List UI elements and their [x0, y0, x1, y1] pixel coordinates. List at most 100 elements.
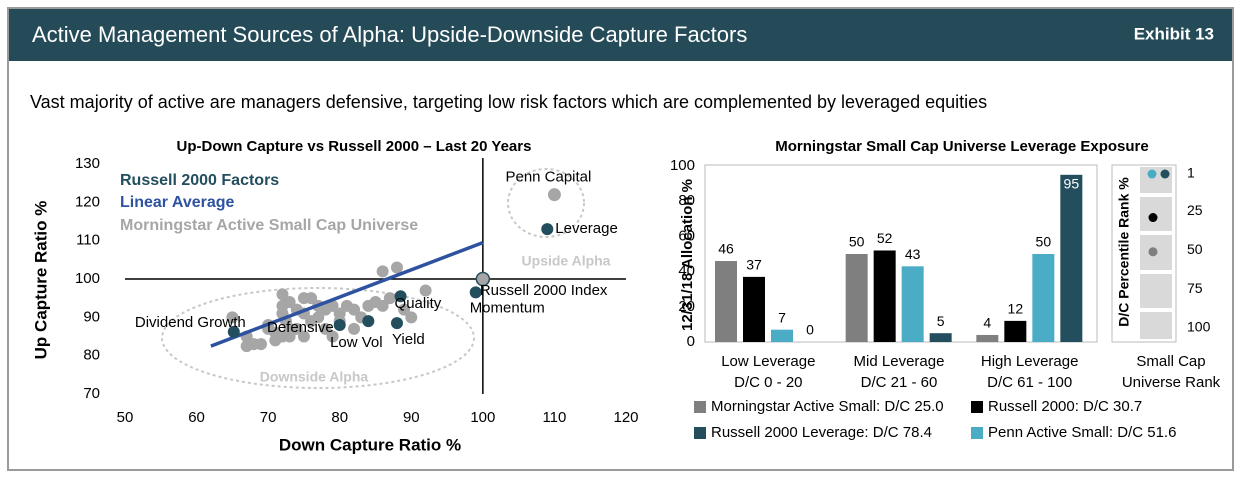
universe-point: [326, 330, 339, 343]
value-label: 4: [983, 315, 991, 331]
y-tick-label: 100: [670, 157, 695, 174]
universe-point: [348, 322, 361, 335]
value-label: 0: [806, 322, 814, 338]
linear-average: [210, 240, 484, 348]
rank-dot: [1148, 213, 1158, 223]
header-title: Active Management Sources of Alpha: Upsi…: [32, 22, 747, 47]
universe-point: [305, 292, 318, 305]
value-label: 50: [1036, 234, 1052, 250]
annotation: Upside Alpha: [522, 253, 611, 269]
factor-point: [362, 315, 375, 328]
universe-point: [376, 299, 389, 312]
y-tick-label: 60: [678, 227, 695, 244]
x-tick-label: 90: [403, 409, 420, 426]
y-tick-label: 50: [1187, 241, 1203, 257]
x-tick-label: 60: [188, 409, 205, 426]
factor-point: [333, 319, 346, 331]
x-axis-label: Universe Rank: [1122, 374, 1221, 391]
x-tick-label: D/C 21 - 60: [861, 374, 938, 391]
bar: [743, 276, 765, 342]
y-tick-label: 70: [83, 385, 100, 402]
y-tick-label: 25: [1187, 202, 1203, 218]
upside-ellipse: [507, 168, 585, 238]
universe-point: [398, 303, 411, 316]
bar: [771, 329, 793, 342]
legend-entry: Russell 2000 Factors: [120, 172, 279, 189]
x-tick-label: 50: [117, 409, 134, 426]
rank-dot: [1147, 169, 1157, 179]
universe-point: [405, 311, 418, 324]
y-tick-label: 120: [75, 193, 100, 210]
header-bar: [9, 9, 1232, 61]
subtitle: Vast majority of active are managers def…: [30, 92, 987, 112]
universe-point: [297, 330, 310, 343]
chart-title: Morningstar Small Cap Universe Leverage …: [775, 138, 1148, 155]
x-axis-label: Small Cap: [1136, 353, 1205, 370]
universe-point: [383, 292, 396, 305]
universe-point: [390, 261, 403, 274]
factor-point: [469, 286, 482, 299]
universe-point: [419, 284, 432, 297]
y-axis-label: Up Capture Ratio %: [31, 201, 50, 360]
chart-title: Up-Down Capture vs Russell 2000 – Last 2…: [177, 138, 532, 155]
bar: [1032, 254, 1055, 342]
factor-point: [227, 325, 240, 338]
legend-entry: Russell 2000: D/C 30.7: [988, 398, 1142, 415]
factor-label: Yield: [392, 331, 425, 348]
y-tick-label: 100: [1187, 319, 1211, 335]
x-tick-label: 110: [542, 409, 566, 426]
point-label: Penn Capital: [505, 169, 591, 186]
bar: [976, 334, 999, 342]
rank-box: [1140, 312, 1172, 339]
universe-point: [283, 296, 296, 308]
x-tick-label: Mid Leverage: [854, 353, 945, 370]
value-label: 52: [877, 230, 893, 246]
bar: [873, 250, 896, 342]
value-label: 95: [1064, 176, 1080, 192]
value-label: 46: [718, 241, 734, 257]
universe-point: [348, 303, 361, 316]
factor-label: Low Vol: [330, 334, 383, 351]
value-label: 5: [937, 313, 945, 329]
universe-point: [290, 322, 303, 335]
legend-entry: Linear Average: [120, 194, 235, 211]
universe-point: [240, 340, 253, 353]
y-tick-label: 1: [1187, 165, 1195, 181]
y-axis-label: D/C Percentile Rank %: [1116, 177, 1132, 327]
bar: [1004, 320, 1027, 342]
factor-label: Dividend Growth: [135, 314, 246, 331]
universe-point: [319, 322, 332, 335]
x-tick-label: D/C 61 - 100: [987, 374, 1072, 391]
legend-swatch: [971, 427, 983, 439]
bar: [929, 333, 952, 342]
annotation: Downside Alpha: [260, 369, 369, 385]
universe-point: [269, 334, 282, 347]
frame: [7, 7, 1234, 471]
x-tick-label: 70: [260, 409, 277, 426]
exhibit-label: Exhibit 13: [1134, 24, 1214, 43]
x-tick-label: D/C 0 - 20: [734, 374, 802, 391]
y-axis-label: 12/31/18 Allocation %: [679, 179, 696, 331]
y-tick-label: 0: [687, 333, 695, 350]
y-tick-label: 80: [678, 192, 695, 209]
x-tick-label: 80: [331, 409, 348, 426]
plot-frame: [704, 164, 1098, 343]
legend-entry: Russell 2000 Leverage: D/C 78.4: [711, 424, 932, 441]
x-tick-label: 100: [470, 409, 495, 426]
point-label: Russell 2000 Index: [480, 282, 608, 299]
rank-box: [1140, 274, 1172, 308]
downside-ellipse: [161, 287, 475, 389]
labeled-point: [475, 271, 491, 287]
legend-entry: Penn Active Small: D/C 51.6: [988, 424, 1176, 441]
factor-label: Leverage: [555, 220, 618, 237]
legend-entry: Morningstar Active Small: D/C 25.0: [711, 398, 944, 415]
legend-swatch: [694, 401, 706, 413]
bar: [845, 254, 868, 342]
y-tick-label: 100: [75, 270, 100, 287]
x-axis-label: Down Capture Ratio %: [279, 435, 461, 454]
universe-point: [376, 265, 389, 278]
bar: [901, 266, 924, 342]
legend-swatch: [694, 427, 706, 439]
